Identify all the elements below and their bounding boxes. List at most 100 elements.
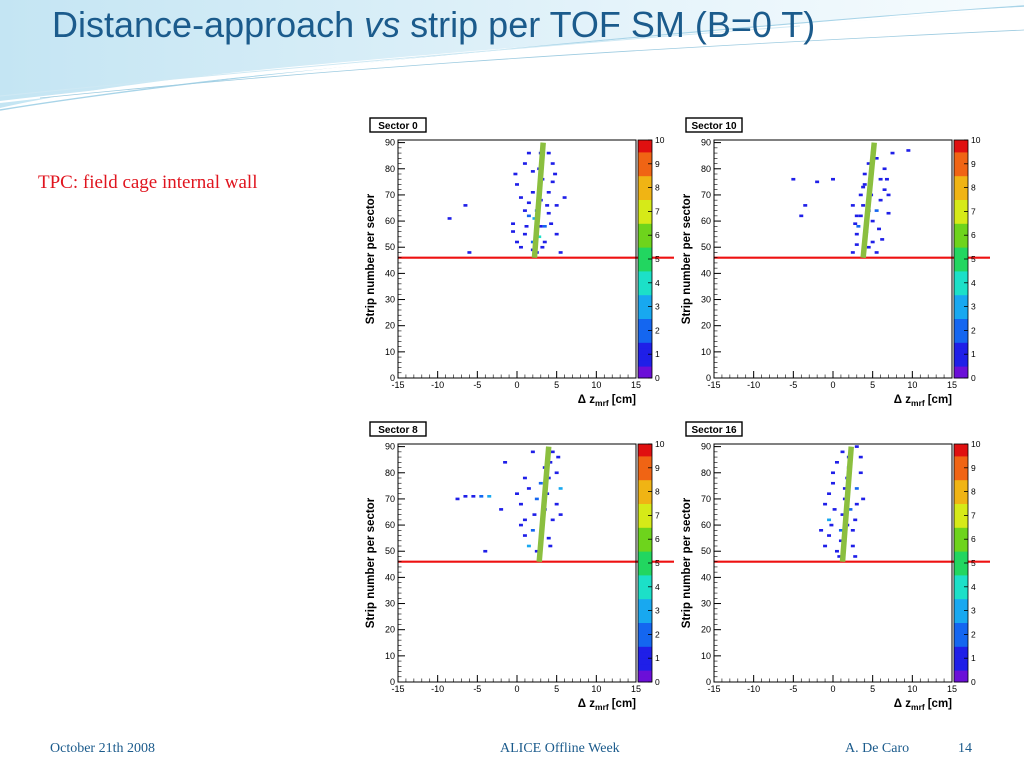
- palette-cell: [954, 360, 968, 367]
- palette-cell: [638, 324, 652, 331]
- palette-cell: [638, 485, 652, 493]
- bin-cell: [853, 518, 858, 522]
- palette-cell: [954, 181, 968, 189]
- palette-tick-label: 0: [655, 373, 660, 383]
- bin-cell: [878, 198, 883, 202]
- bin-cell: [511, 222, 516, 225]
- bin-cell: [858, 193, 863, 197]
- bin-cell: [878, 177, 883, 181]
- palette-cell: [954, 205, 968, 212]
- palette-cell: [638, 521, 652, 528]
- bin-cell: [815, 180, 820, 184]
- palette-cell: [954, 515, 968, 522]
- y-tick-label: 20: [701, 321, 711, 331]
- palette-cell: [954, 348, 968, 355]
- palette-cell: [954, 586, 968, 594]
- bin-cell: [832, 508, 837, 511]
- panel-title-box: [369, 421, 427, 437]
- palette-tick-label: 3: [655, 302, 660, 312]
- sector-panel: Sector 16-15 -10 -5 0 5 10 1501020304050607080…: [676, 414, 990, 714]
- fit-line: [860, 142, 877, 258]
- y-tick-label: 50: [385, 546, 395, 556]
- y-tick-label: 60: [701, 520, 711, 530]
- palette-tick-label: 8: [971, 487, 976, 497]
- y-tick-label: 10: [385, 347, 395, 357]
- footer-page-number: 14: [958, 741, 972, 756]
- bin-cell: [554, 502, 559, 506]
- palette-tick-label: 2: [655, 325, 660, 335]
- bin-cell: [853, 555, 858, 558]
- bin-cell: [540, 245, 545, 249]
- palette-cell: [954, 568, 968, 576]
- bin-cell: [850, 251, 855, 254]
- y-tick-label: 80: [385, 164, 395, 174]
- sector-panel: Sector 8-15 -10 -5 0 5 10 15010203040506070809…: [360, 414, 674, 714]
- palette-tick-label: 0: [971, 677, 976, 687]
- palette-tick-label: 0: [655, 677, 660, 687]
- palette-cell: [638, 264, 652, 272]
- palette-cell: [954, 211, 968, 218]
- bin-cell: [522, 162, 527, 165]
- palette-cell: [954, 557, 968, 564]
- y-tick-label: 30: [385, 295, 395, 305]
- palette-cell: [638, 616, 652, 623]
- palette-cell: [954, 461, 968, 469]
- y-tick-label: 10: [701, 651, 711, 661]
- bin-cell: [854, 487, 859, 490]
- palette-cell: [954, 545, 968, 552]
- bin-cell: [840, 450, 845, 454]
- y-tick-label: 70: [701, 494, 711, 504]
- palette-tick-label: 10: [971, 439, 981, 449]
- x-axis-subscript: mrf: [595, 398, 609, 408]
- palette-cell: [954, 634, 968, 641]
- x-tick-label: 10: [907, 380, 917, 390]
- panel-background: [676, 110, 990, 410]
- bin-cell: [463, 204, 468, 207]
- bin-cell: [483, 549, 488, 553]
- palette-cell: [954, 658, 968, 665]
- palette-cell: [954, 527, 968, 534]
- palette-tick-label: 5: [971, 254, 976, 264]
- bin-cell: [522, 232, 527, 236]
- palette-cell: [638, 145, 652, 153]
- bin-cell: [874, 251, 879, 254]
- palette-cell: [638, 229, 652, 236]
- y-tick-label: 70: [385, 190, 395, 200]
- header-banner: [0, 0, 1024, 111]
- title-post: strip per TOF SM (B=0 T): [400, 4, 816, 45]
- palette-tick-label: 2: [971, 629, 976, 639]
- y-tick-label: 80: [701, 164, 711, 174]
- palette-cell: [954, 223, 968, 230]
- fit-line: [531, 142, 546, 258]
- palette-cell: [954, 366, 968, 373]
- y-tick-label: 50: [701, 546, 711, 556]
- x-tick-label: -15: [391, 684, 404, 694]
- x-axis-unit: [cm]: [928, 394, 952, 406]
- y-axis-label: Strip number per sector: [681, 497, 693, 628]
- panel-title: Sector 16: [691, 425, 736, 436]
- palette-cell: [638, 664, 652, 671]
- y-tick-label: 10: [701, 347, 711, 357]
- palette-tick-label: 5: [655, 558, 660, 568]
- palette-cell: [954, 563, 968, 570]
- bin-cell: [861, 204, 866, 207]
- bin-cell: [530, 240, 535, 244]
- palette-cell: [954, 264, 968, 272]
- bin-cell: [546, 536, 551, 540]
- palette-cell: [638, 622, 652, 629]
- palette-cell: [954, 670, 968, 677]
- bin-cell: [447, 217, 452, 220]
- y-tick-label: 80: [701, 468, 711, 478]
- bin-cell: [522, 518, 527, 522]
- bin-cell: [526, 487, 531, 490]
- bin-cell: [880, 238, 885, 241]
- slide-title: Distance-approach vs strip per TOF SM (B…: [52, 4, 815, 46]
- bin-cell: [532, 217, 537, 220]
- x-tick-label: -15: [707, 380, 720, 390]
- x-tick-label: 5: [870, 684, 875, 694]
- fit-line: [839, 446, 854, 562]
- palette-tick-label: 7: [971, 510, 976, 520]
- y-tick-label: 40: [701, 268, 711, 278]
- palette-cell: [638, 336, 652, 343]
- bin-cell: [455, 497, 460, 501]
